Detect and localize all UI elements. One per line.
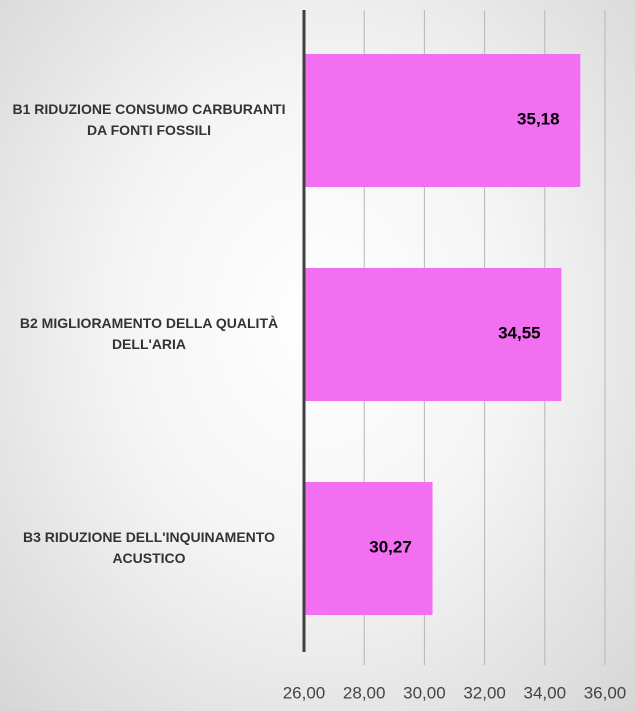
value-label: 34,55 xyxy=(498,323,541,342)
x-tick-label: 26,00 xyxy=(283,683,326,702)
value-label: 35,18 xyxy=(517,109,560,128)
x-tick-label: 36,00 xyxy=(584,683,627,702)
bar xyxy=(304,268,562,401)
x-tick-label: 34,00 xyxy=(524,683,567,702)
value-label: 30,27 xyxy=(369,537,412,556)
x-tick-label: 30,00 xyxy=(403,683,446,702)
x-tick-label: 28,00 xyxy=(343,683,386,702)
bar xyxy=(304,54,581,187)
category-label: B1 RIDUZIONE CONSUMO CARBURANTI DA FONTI… xyxy=(12,101,286,138)
category-label: B2 MIGLIORAMENTO DELLA QUALITÀ DELL'ARIA xyxy=(19,315,279,352)
category-label: B3 RIDUZIONE DELL'INQUINAMENTO ACUSTICO xyxy=(23,529,275,566)
x-tick-label: 32,00 xyxy=(463,683,506,702)
bar xyxy=(304,482,433,615)
